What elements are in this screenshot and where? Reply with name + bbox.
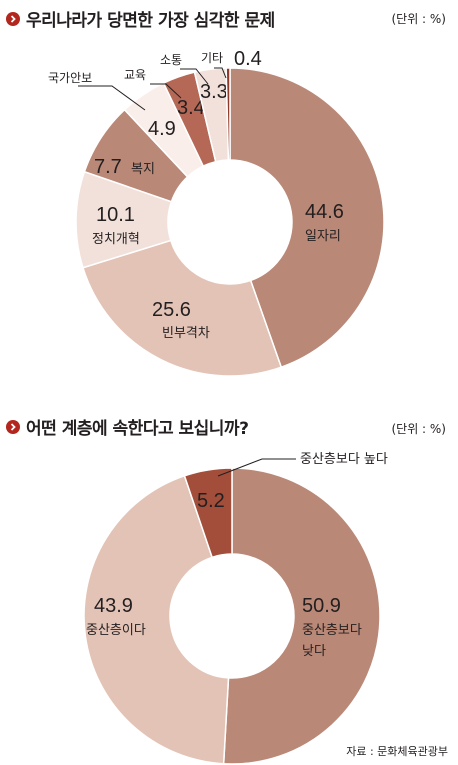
- chart1-slice-기타: [225, 67, 231, 161]
- chart2-unit: (단위 : %): [391, 422, 446, 436]
- chart1-label-소통: 소통: [160, 53, 182, 67]
- chart1-leader-소통: [180, 68, 209, 85]
- chart2-value-중산층보다-낮다: 50.9: [302, 595, 341, 617]
- chart2-title-row: 어떤 계층에 속한다고 보십니까?: [6, 414, 249, 439]
- chart2-slice-중산층보다-낮다: [222, 467, 381, 765]
- chart2-label-중산층이다: 중산층이다: [86, 623, 146, 638]
- chart1-slice-일자리: [229, 67, 385, 369]
- chart1-value-복지: 7.7: [94, 156, 122, 178]
- chart1-value-정치개혁: 10.1: [96, 204, 135, 226]
- chevron-right-icon: [6, 11, 20, 26]
- chart1-leader-교육: [150, 83, 182, 99]
- chart1-value-기타: 0.4: [234, 48, 262, 70]
- chart1-value-소통: 3.3: [200, 81, 228, 103]
- chart2-slice-중산층이다: [83, 474, 230, 765]
- chart1-donut: 44.6 일자리 25.6 빈부격차 10.1 정치개혁 7.7 복지 4.9 국가안보 3.4 교육…: [48, 48, 385, 377]
- chart2-value-중산층보다-높다: 5.2: [197, 490, 225, 512]
- chart1-label-교육: 교육: [124, 68, 146, 82]
- chart1-label-빈부격차: 빈부격차: [162, 326, 210, 341]
- chart1-value-일자리: 44.6: [305, 201, 344, 223]
- source-note: 자료 : 문화체육관광부: [346, 745, 448, 758]
- chart1-leader-국가안보: [78, 85, 146, 111]
- chart2-label-중산층보다-낮다-line2: 낮다: [302, 644, 326, 659]
- chart1-title-row: 우리나라가 당면한 가장 심각한 문제: [6, 6, 275, 31]
- chart2-label-중산층보다-낮다: 중산층보다: [302, 623, 362, 638]
- chart1-label-기타: 기타: [201, 51, 223, 65]
- chart1-label-국가안보: 국가안보: [48, 71, 92, 85]
- chart2-title: 어떤 계층에 속한다고 보십니까?: [26, 419, 249, 439]
- chart1-unit: (단위 : %): [391, 12, 446, 26]
- chart1-slice-빈부격차: [82, 239, 283, 377]
- chart1-leader-기타: [214, 67, 227, 79]
- chart1-label-복지: 복지: [131, 162, 155, 177]
- chart1-value-국가안보: 4.9: [148, 118, 176, 140]
- chart2-value-중산층이다: 43.9: [94, 595, 133, 617]
- chart1-label-정치개혁: 정치개혁: [92, 232, 140, 247]
- chart1-title: 우리나라가 당면한 가장 심각한 문제: [26, 11, 275, 31]
- chart1-value-교육: 3.4: [177, 97, 205, 119]
- chart1-value-빈부격차: 25.6: [152, 299, 191, 321]
- chevron-right-icon: [6, 419, 20, 434]
- chart2-label-중산층보다-높다: 중산층보다 높다: [300, 452, 388, 467]
- chart2-leader-중산층보다-높다: [217, 458, 296, 477]
- chart1-label-일자리: 일자리: [305, 229, 341, 244]
- chart2-slice-중산층보다-높다: [183, 467, 233, 559]
